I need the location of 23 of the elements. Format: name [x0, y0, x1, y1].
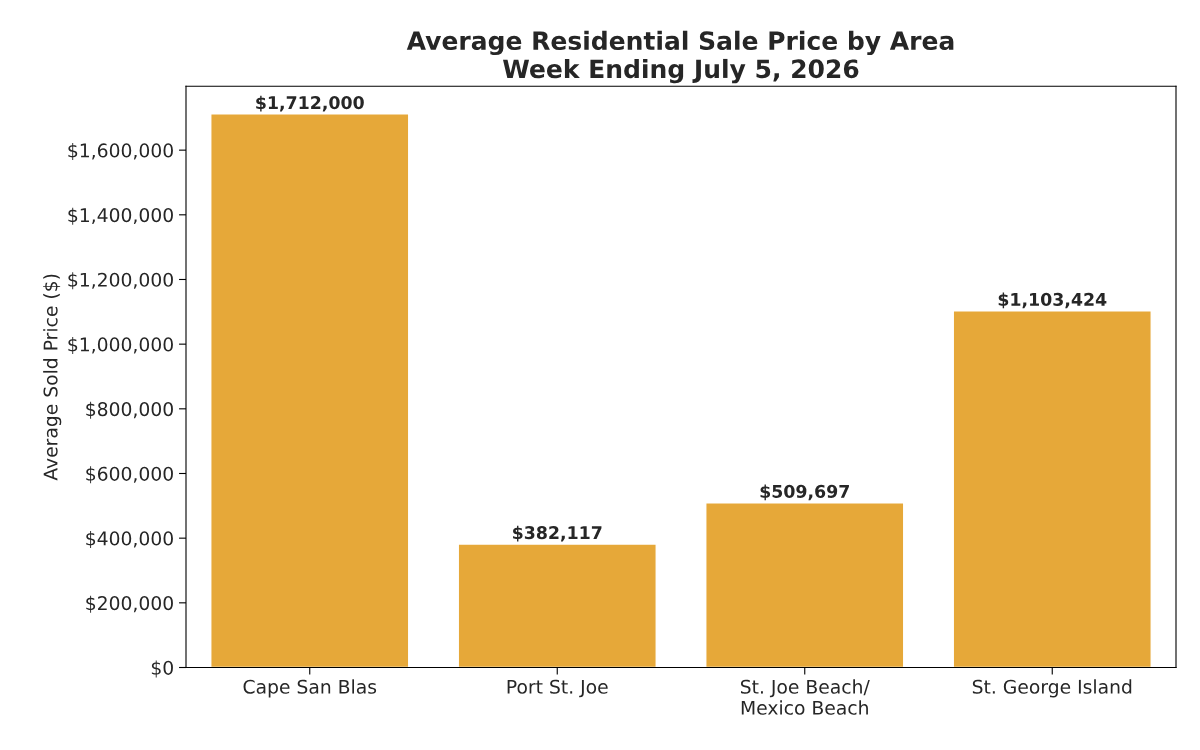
data-label: $1,712,000 — [256, 95, 364, 112]
data-label: $1,103,424 — [998, 292, 1107, 309]
x-tick-label: Port St. Joe — [507, 679, 608, 698]
x-tick-label: St. Joe Beach/ Mexico Beach — [740, 679, 870, 715]
y-tick-label: $1,600,000 — [68, 143, 173, 161]
data-label: $509,697 — [760, 484, 849, 501]
y-tick-label: $1,200,000 — [68, 272, 173, 290]
bar — [705, 501, 905, 668]
y-tick-label: $1,400,000 — [68, 207, 173, 225]
x-tick-label: Cape San Blas — [243, 679, 377, 698]
bar — [210, 113, 410, 668]
y-tick-label: $1,000,000 — [68, 337, 173, 355]
chart-title: Average Residential Sale Price by Area Week Ending July 5, 2026 — [406, 30, 954, 84]
y-tick-label: $800,000 — [86, 401, 173, 419]
y-tick-label: $0 — [151, 660, 173, 678]
bar — [457, 543, 657, 668]
x-tick-label: St. George Island — [972, 679, 1132, 698]
y-tick-label: $200,000 — [86, 595, 173, 613]
y-tick-label: $400,000 — [86, 531, 173, 549]
bar — [952, 310, 1152, 668]
y-axis-title: Average Sold Price ($) — [43, 274, 62, 481]
data-label: $382,117 — [513, 525, 602, 542]
y-tick-label: $600,000 — [86, 466, 173, 484]
